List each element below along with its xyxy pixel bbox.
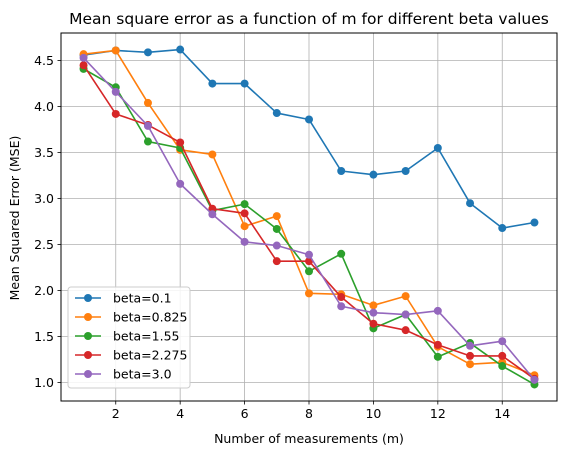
data-point <box>79 53 88 62</box>
x-tick-label: 2 <box>112 406 120 421</box>
data-point <box>111 87 120 96</box>
y-tick-label: 3.5 <box>34 145 54 160</box>
data-point <box>272 241 281 250</box>
series-4 <box>79 53 539 384</box>
x-tick-label: 4 <box>176 406 184 421</box>
data-point <box>240 209 249 218</box>
legend-marker <box>84 370 92 378</box>
y-axis-label: Mean Squared Error (MSE) <box>7 136 22 301</box>
data-point <box>466 199 475 208</box>
data-point <box>401 310 410 319</box>
data-point <box>240 222 249 231</box>
legend: beta=0.1 beta=0.825 beta=1.55 beta=2.275 bet… <box>67 286 191 389</box>
data-point <box>143 48 152 57</box>
data-point <box>240 200 249 209</box>
data-point <box>401 167 410 175</box>
data-point <box>498 362 507 371</box>
data-point <box>337 302 346 311</box>
y-tick-label: 1.5 <box>34 329 54 344</box>
data-point <box>369 301 378 310</box>
x-axis-label: Number of measurements (m) <box>214 431 404 446</box>
data-point <box>176 138 185 147</box>
y-tick-label: 3.0 <box>34 191 54 206</box>
plot-frame <box>60 32 558 402</box>
data-point <box>369 319 378 328</box>
data-point <box>176 179 185 188</box>
series-lines <box>79 45 539 389</box>
data-point <box>401 292 410 301</box>
x-tick-label: 14 <box>494 406 510 421</box>
legend-marker <box>84 351 92 359</box>
y-tick-label: 4.0 <box>34 99 54 114</box>
data-point <box>305 267 313 276</box>
legend-item: beta=1.55 <box>75 329 180 344</box>
data-point <box>401 326 410 335</box>
data-point <box>433 144 442 152</box>
data-point <box>498 224 507 233</box>
data-point <box>530 375 539 384</box>
data-point <box>272 257 281 266</box>
x-tick-label: 8 <box>305 406 313 421</box>
data-point <box>466 341 475 350</box>
legend-item: beta=2.275 <box>75 348 187 363</box>
data-point <box>111 46 120 55</box>
legend-marker <box>84 294 92 302</box>
data-point <box>272 212 281 221</box>
data-point <box>305 250 313 259</box>
data-point <box>337 249 346 258</box>
data-point <box>337 167 346 175</box>
legend-item: beta=3.0 <box>75 367 172 382</box>
legend-item: beta=0.1 <box>75 291 172 306</box>
data-point <box>111 109 120 118</box>
data-point <box>240 237 249 246</box>
x-tick-label: 12 <box>430 406 446 421</box>
data-point <box>466 351 475 360</box>
data-point <box>433 352 442 361</box>
data-point <box>208 204 217 213</box>
data-point <box>305 289 313 298</box>
data-point <box>208 150 217 159</box>
data-point <box>208 79 217 88</box>
legend-box <box>67 286 191 389</box>
y-tick-label: 2.0 <box>34 283 54 298</box>
grid <box>61 33 557 401</box>
data-point <box>498 337 507 346</box>
data-point <box>433 340 442 349</box>
data-point <box>272 224 281 233</box>
legend-label: beta=2.275 <box>113 348 187 363</box>
data-point <box>143 98 152 107</box>
series-0 <box>79 45 539 233</box>
legend-label: beta=0.825 <box>113 310 187 325</box>
data-point <box>305 115 313 124</box>
axis-ticks: 2 4 6 8 10 12 14 1.0 1.5 2.0 2.5 3.0 3.5 4.0 4.5 <box>34 53 510 421</box>
data-point <box>240 79 249 88</box>
data-point <box>466 360 475 369</box>
data-point <box>272 109 281 118</box>
data-point <box>79 61 88 70</box>
data-point <box>143 137 152 146</box>
legend-label: beta=0.1 <box>113 291 172 306</box>
legend-label: beta=1.55 <box>113 329 180 344</box>
data-point <box>433 306 442 315</box>
y-tick-label: 2.5 <box>34 237 54 252</box>
data-point <box>337 293 346 302</box>
legend-label: beta=3.0 <box>113 367 172 382</box>
y-tick-label: 1.0 <box>34 375 54 390</box>
legend-marker <box>84 313 92 321</box>
y-tick-label: 4.5 <box>34 53 54 68</box>
legend-item: beta=0.825 <box>75 310 187 325</box>
data-point <box>143 121 152 130</box>
data-point <box>530 218 539 227</box>
legend-marker <box>84 332 92 340</box>
x-tick-label: 10 <box>365 406 381 421</box>
data-point <box>176 45 185 54</box>
data-point <box>208 210 217 219</box>
data-point <box>498 351 507 360</box>
x-tick-label: 6 <box>241 406 249 421</box>
chart-title: Mean square error as a function of m for… <box>69 10 549 28</box>
data-point <box>369 308 378 317</box>
data-point <box>369 170 378 179</box>
